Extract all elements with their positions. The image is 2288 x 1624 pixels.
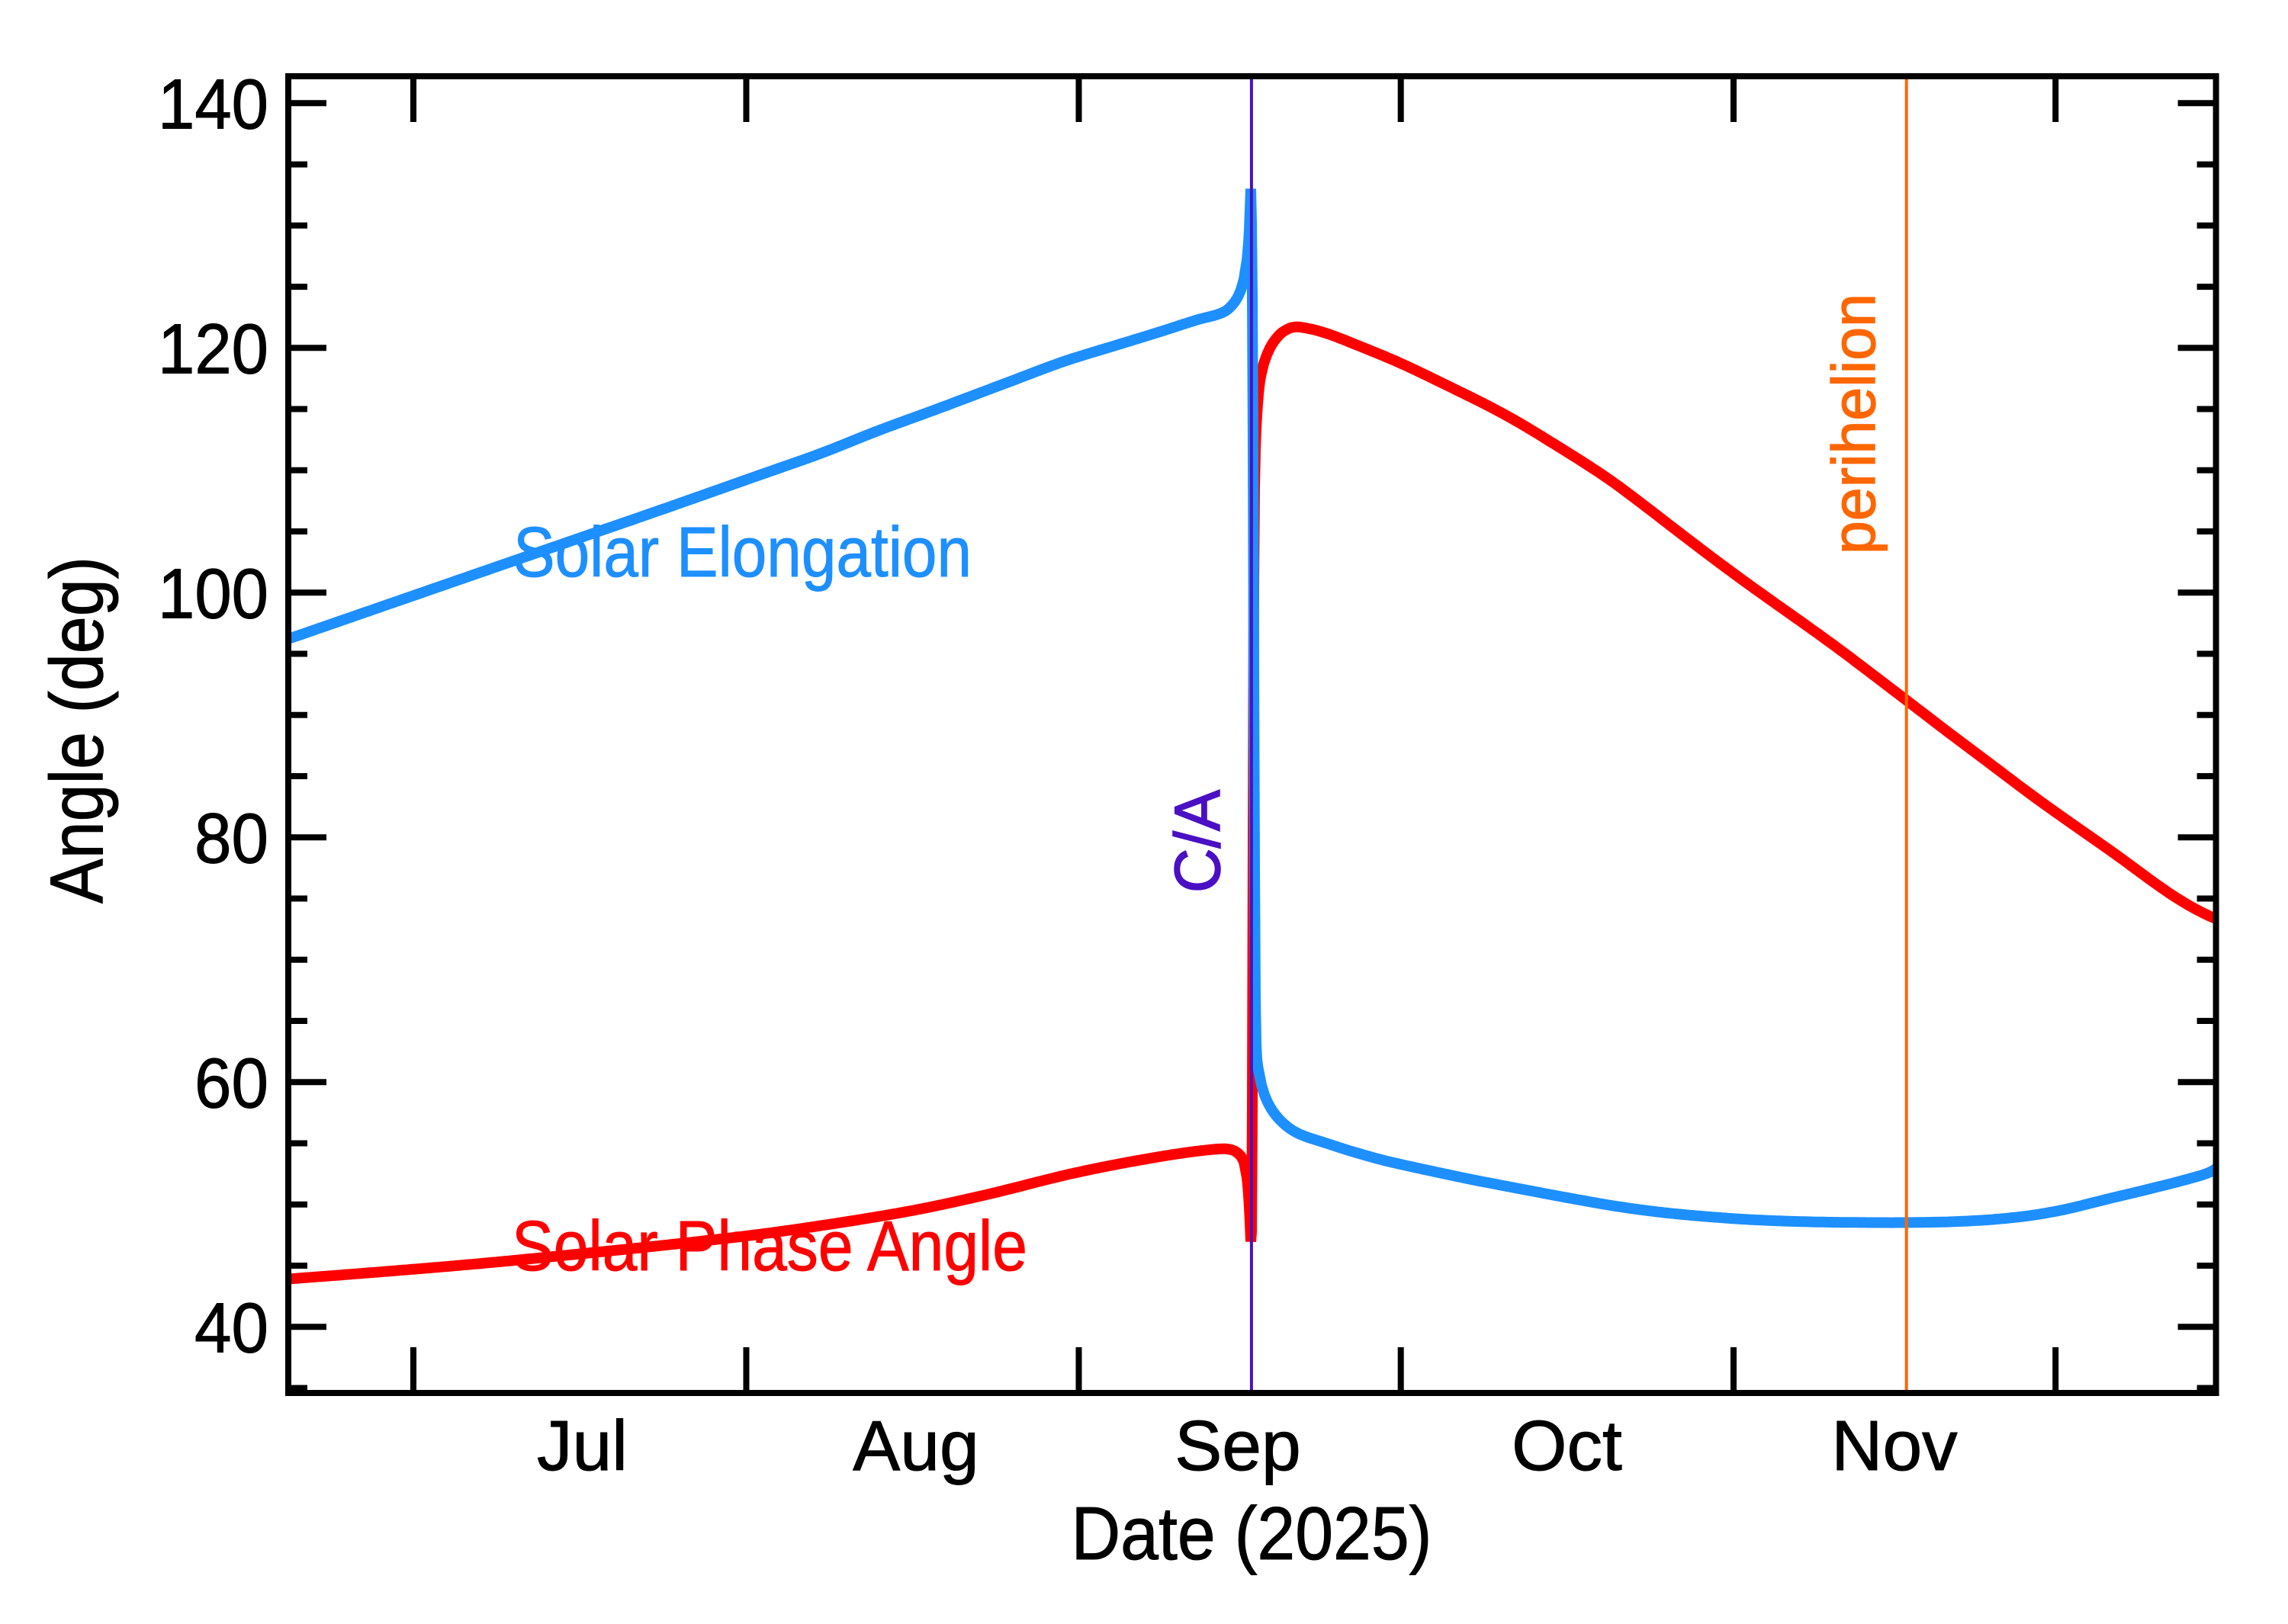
svg-text:Date (2025): Date (2025) — [1072, 1491, 1432, 1575]
svg-text:Sep: Sep — [1175, 1406, 1300, 1485]
svg-text:perihelion: perihelion — [1820, 294, 1888, 554]
svg-text:Solar Elongation: Solar Elongation — [513, 512, 972, 592]
svg-text:120: 120 — [158, 309, 268, 388]
svg-text:Oct: Oct — [1512, 1406, 1622, 1485]
svg-text:Aug: Aug — [853, 1406, 979, 1485]
svg-text:140: 140 — [158, 64, 268, 143]
svg-text:C/A: C/A — [1162, 790, 1233, 893]
svg-text:60: 60 — [194, 1043, 268, 1122]
svg-text:Jul: Jul — [537, 1406, 628, 1485]
svg-text:100: 100 — [158, 554, 268, 633]
svg-text:80: 80 — [194, 798, 268, 878]
svg-text:Solar Phase Angle: Solar Phase Angle — [512, 1206, 1027, 1285]
svg-text:Angle (deg): Angle (deg) — [35, 557, 119, 903]
svg-text:40: 40 — [194, 1288, 268, 1367]
svg-text:Nov: Nov — [1831, 1406, 1958, 1485]
